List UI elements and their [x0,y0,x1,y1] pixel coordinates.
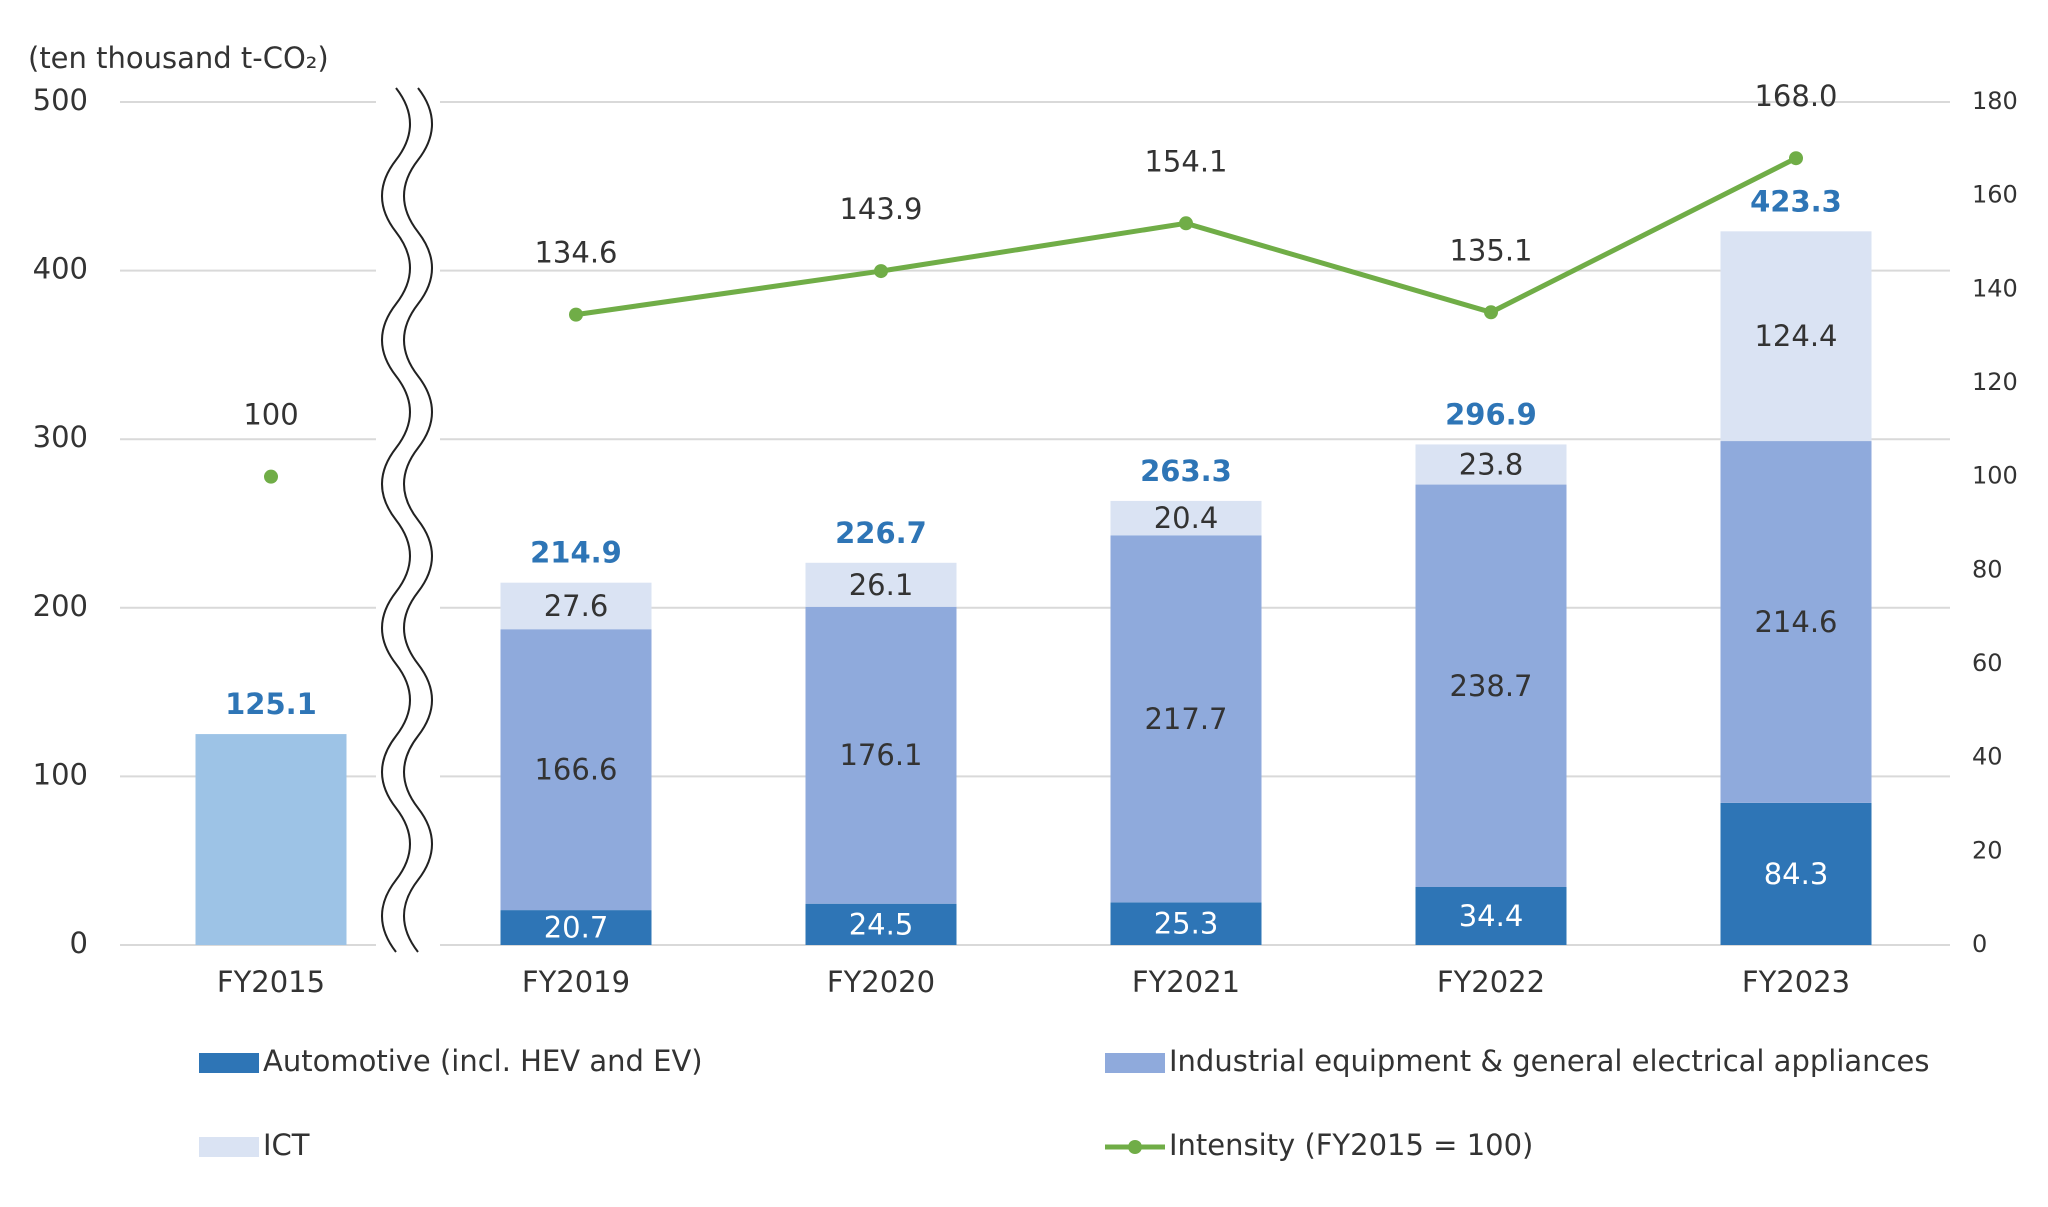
x-tick-label: FY2021 [1132,965,1240,999]
total-label: 423.3 [1750,184,1842,218]
segment-label: 20.7 [544,911,609,945]
x-tick-label: FY2022 [1437,965,1545,999]
y-tick-label: 400 [33,252,88,286]
legend-swatch [199,1137,259,1157]
y2-tick-label: 180 [1972,87,2018,115]
line-label: 135.1 [1449,233,1532,267]
y-tick-label: 200 [33,589,88,623]
legend-label: Intensity (FY2015 = 100) [1169,1128,1533,1162]
legend-label: Automotive (incl. HEV and EV) [263,1044,703,1078]
line-point [1484,305,1498,320]
line-point [569,307,583,322]
y-tick-label: 0 [70,926,88,960]
line-label: 134.6 [534,236,617,270]
y-tick-label: 500 [33,83,88,117]
bar-segment [1720,231,1872,442]
segment-label: 238.7 [1449,669,1532,703]
segment-label: 166.6 [534,753,617,787]
segment-label: 214.6 [1754,605,1837,639]
segment-label: 176.1 [839,738,922,772]
bar-segment [195,734,347,945]
bar-segment [1720,441,1872,803]
bar-segment [805,903,957,945]
y-axis-label: (ten thousand t-CO₂) [28,41,329,75]
x-tick-label: FY2015 [217,965,325,999]
y2-tick-label: 60 [1972,649,2003,677]
axis-break [381,87,411,953]
line [575,155,1798,318]
x-tick-label: FY2019 [522,965,630,999]
line-point [264,469,278,484]
bar-segment [805,606,957,904]
segment-label: 34.4 [1459,899,1524,933]
bar-segment [1415,444,1567,485]
line-point [1789,151,1803,166]
bar-segment [1415,484,1567,888]
segment-label: 20.4 [1154,501,1219,535]
segment-label: 84.3 [1764,857,1829,891]
line-label: 154.1 [1144,144,1227,178]
line-label: 168.0 [1754,79,1837,113]
y2-tick-label: 100 [1972,462,2018,490]
x-tick-label: FY2020 [827,965,935,999]
y2-tick-label: 80 [1972,555,2003,583]
total-label: 296.9 [1445,397,1537,431]
bar-segment [500,582,652,630]
y2-tick-label: 160 [1972,181,2018,209]
total-label: 125.1 [225,687,317,721]
line-label: 143.9 [839,192,922,226]
segment-label: 24.5 [849,907,914,941]
bar-segment [1720,802,1872,945]
total-label: 226.7 [835,516,927,550]
legend-swatch [1128,1140,1142,1154]
bar-segment [1415,887,1567,945]
line-point [874,264,888,279]
axis-break [403,87,433,953]
bar-segment [805,562,957,607]
legend-swatch [199,1053,259,1073]
y2-tick-label: 0 [1972,930,1987,958]
bar-segment [500,910,652,945]
segment-label: 217.7 [1144,702,1227,736]
y2-tick-label: 40 [1972,743,2003,771]
y-tick-label: 100 [33,757,88,791]
legend-swatch [1105,1053,1165,1073]
y2-tick-label: 20 [1972,836,2003,864]
y2-tick-label: 120 [1972,368,2018,396]
segment-label: 25.3 [1154,907,1219,941]
segment-label: 26.1 [849,568,914,602]
x-tick-label: FY2023 [1742,965,1850,999]
segment-label: 27.6 [544,589,609,623]
total-label: 214.9 [530,536,622,570]
bar-segment [1110,535,1262,903]
bar-segment [1110,902,1262,945]
y-tick-label: 300 [33,420,88,454]
legend-label: Industrial equipment & general electrica… [1169,1044,1929,1078]
bar-segment [500,629,652,911]
segment-label: 124.4 [1754,319,1837,353]
bar-segment [1110,500,1262,536]
legend-label: ICT [263,1128,310,1162]
line-label: 100 [243,398,298,432]
total-label: 263.3 [1140,454,1232,488]
segment-label: 23.8 [1459,447,1524,481]
line-point [1179,216,1193,231]
y2-tick-label: 140 [1972,274,2018,302]
